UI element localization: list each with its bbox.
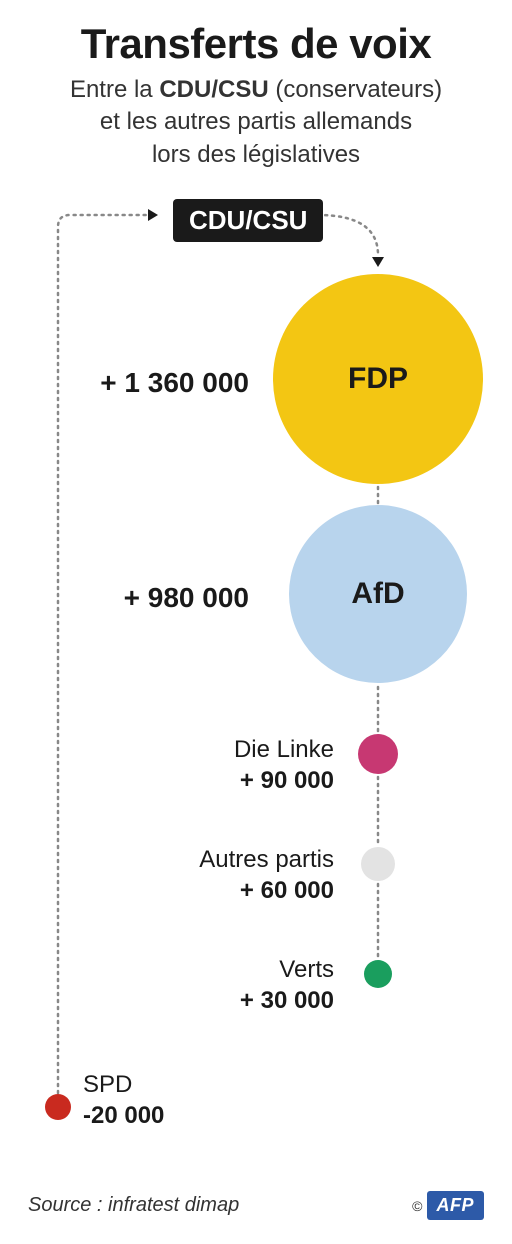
party-name: Die Linke: [234, 734, 334, 765]
party-value: -20 000: [83, 1100, 164, 1131]
subtitle-part: lors des législatives: [152, 141, 360, 168]
party-circle-spd: [45, 1094, 71, 1120]
party-label-verts: Verts+ 30 000: [240, 954, 334, 1016]
subtitle-part: et les autres partis allemands: [100, 108, 412, 135]
flow-diagram: CDU/CSU + 1 360 000 FDP + 980 000 AfD Die Lin…: [28, 189, 484, 1169]
party-name: Autres partis: [199, 844, 334, 875]
party-circle-die-linke: [358, 734, 398, 774]
title: Transferts de voix: [28, 20, 484, 68]
party-label-spd: SPD-20 000: [83, 1069, 164, 1131]
party-value: + 30 000: [240, 985, 334, 1016]
subtitle-part: Entre la: [70, 76, 159, 103]
party-name: Verts: [240, 954, 334, 985]
party-label-autres-partis: Autres partis+ 60 000: [199, 844, 334, 906]
infographic-container: Transferts de voix Entre la CDU/CSU (con…: [0, 0, 512, 1244]
party-value: + 90 000: [234, 765, 334, 796]
party-name: AfD: [351, 577, 404, 611]
party-name: FDP: [348, 362, 408, 396]
subtitle-bold: CDU/CSU: [159, 76, 268, 103]
party-value: + 980 000: [124, 582, 249, 614]
party-circle-autres-partis: [361, 847, 395, 881]
party-name: SPD: [83, 1069, 164, 1100]
subtitle: Entre la CDU/CSU (conservateurs) et les …: [28, 74, 484, 171]
source-text: Source : infratest dimap: [28, 1194, 239, 1217]
party-circle-verts: [364, 960, 392, 988]
party-circle-fdp: FDP: [273, 274, 483, 484]
subtitle-part: (conservateurs): [269, 76, 442, 103]
party-label-die-linke: Die Linke+ 90 000: [234, 734, 334, 796]
afp-logo: AFP: [427, 1191, 485, 1220]
party-value: + 1 360 000: [100, 367, 249, 399]
footer: Source : infratest dimap © AFP: [28, 1191, 484, 1220]
party-circle-afd: AfD: [289, 505, 467, 683]
party-value: + 60 000: [199, 875, 334, 906]
copyright-icon: ©: [412, 1198, 422, 1214]
publisher-badge: © AFP: [412, 1191, 484, 1220]
main-party-label: CDU/CSU: [173, 199, 323, 242]
